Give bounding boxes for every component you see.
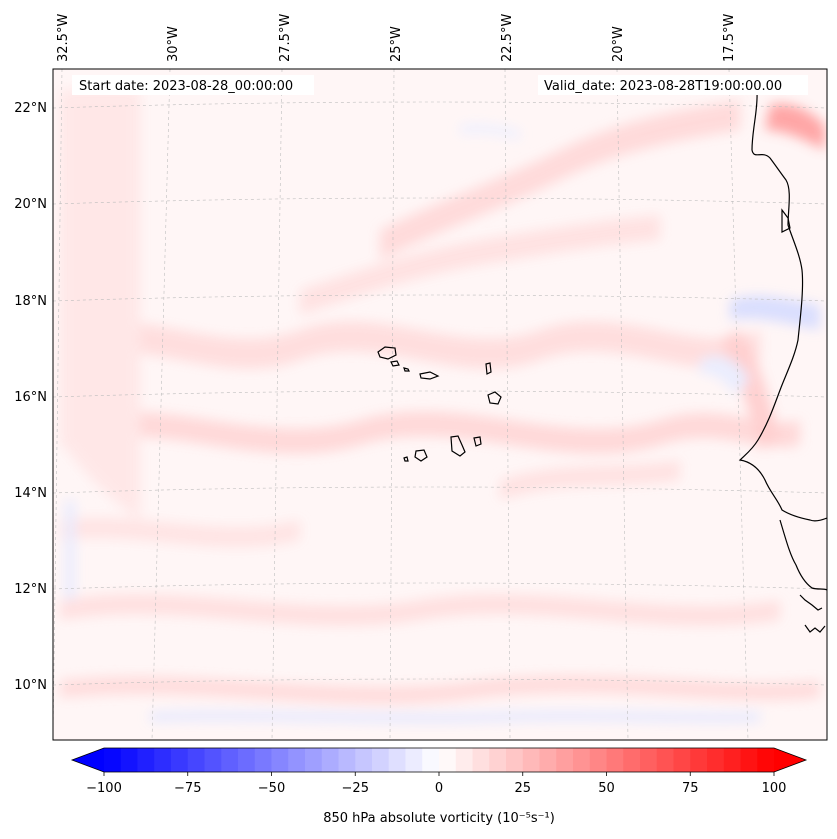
colorbar-segment (573, 748, 591, 772)
colorbar-ticks: −100 −75 −50 −25 0 25 50 75 100 (86, 772, 786, 796)
colorbar: −100 −75 −50 −25 0 25 50 75 100 850 hPa absolute… (70, 747, 808, 826)
gridlines (53, 69, 827, 740)
colorbar-segments (104, 748, 775, 772)
colorbar-segment (321, 748, 340, 772)
colorbar-segment (422, 748, 440, 772)
colorbar-segment (640, 748, 658, 772)
colorbar-segment (522, 748, 541, 772)
colorbar-segment (221, 748, 239, 772)
colorbar-segment (355, 748, 373, 772)
colorbar-segment (187, 748, 206, 772)
colorbar-tick-label: −100 (86, 781, 122, 796)
colorbar-segment (707, 748, 725, 772)
colorbar-segment (238, 748, 256, 772)
colorbar-segment (388, 748, 407, 772)
colorbar-label: 850 hPa absolute vorticity (10⁻⁵s⁻¹) (323, 811, 555, 826)
colorbar-tick-label: −75 (174, 781, 201, 796)
colorbar-segment (673, 748, 691, 772)
colorbar-segment (589, 748, 608, 772)
colorbar-segment (405, 748, 423, 772)
lon-label: 20°W (611, 26, 626, 62)
colorbar-tick-label: 0 (435, 781, 443, 796)
colorbar-segment (104, 748, 122, 772)
colorbar-segment (740, 748, 758, 772)
map-background (53, 69, 827, 740)
lon-label: 25°W (389, 26, 404, 62)
vorticity-field (53, 69, 827, 740)
map-frame (52, 68, 828, 741)
colorbar-tick-label: 75 (682, 781, 699, 796)
colorbar-segment (556, 748, 574, 772)
colorbar-segment (506, 748, 524, 772)
lat-labels: 22°N 20°N 18°N 16°N 14°N 12°N 10°N (14, 101, 47, 693)
lon-label: 27.5°W (278, 14, 293, 62)
colorbar-segment (472, 748, 490, 772)
colorbar-segment (539, 748, 557, 772)
colorbar-segment (305, 748, 323, 772)
colorbar-segment (254, 748, 273, 772)
lat-label: 16°N (14, 390, 47, 405)
colorbar-segment (757, 748, 775, 772)
cape-verde-islands (377, 346, 502, 462)
lon-label: 17.5°W (722, 14, 737, 62)
colorbar-tick-label: 100 (762, 781, 787, 796)
lon-labels: 32.5°W 30°W 27.5°W 25°W 22.5°W 20°W 17.5… (56, 14, 737, 62)
colorbar-segment (439, 748, 457, 772)
colorbar-segment (690, 748, 708, 772)
lat-label: 20°N (14, 197, 47, 212)
colorbar-extend-max (774, 748, 806, 772)
colorbar-segment (137, 748, 155, 772)
colorbar-tick-label: 50 (598, 781, 615, 796)
lon-label: 22.5°W (500, 14, 515, 62)
lon-label: 32.5°W (56, 14, 71, 62)
colorbar-segment (372, 748, 390, 772)
colorbar-segment (154, 748, 172, 772)
colorbar-tick-label: −25 (342, 781, 369, 796)
lat-label: 12°N (14, 582, 47, 597)
start-date-box (72, 75, 314, 95)
coastline-africa (738, 91, 827, 633)
lat-label: 18°N (14, 294, 47, 309)
colorbar-segment (338, 748, 356, 772)
colorbar-segment (455, 748, 474, 772)
valid-date-text: Valid_date: 2023-08-28T19:00:00.00 (544, 79, 782, 94)
colorbar-segment (271, 748, 289, 772)
colorbar-segment (606, 748, 624, 772)
lat-label: 10°N (14, 678, 47, 693)
colorbar-tick-label: 25 (514, 781, 531, 796)
lon-label: 30°W (166, 26, 181, 62)
valid-date-box (538, 75, 808, 95)
colorbar-segment (171, 748, 189, 772)
colorbar-tick-label: −50 (258, 781, 285, 796)
start-date-text: Start date: 2023-08-28_00:00:00 (79, 79, 293, 94)
colorbar-segment (656, 748, 675, 772)
colorbar-segment (489, 748, 507, 772)
colorbar-segment (723, 748, 742, 772)
colorbar-segment (623, 748, 641, 772)
colorbar-segment (120, 748, 139, 772)
lat-label: 22°N (14, 101, 47, 116)
colorbar-extend-min (72, 748, 104, 772)
colorbar-segment (204, 748, 222, 772)
map-panel: Start date: 2023-08-28_00:00:00 Valid_da… (14, 14, 828, 741)
colorbar-segment (288, 748, 306, 772)
lat-label: 14°N (14, 486, 47, 501)
